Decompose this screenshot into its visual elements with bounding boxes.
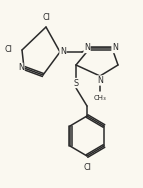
Text: N: N bbox=[84, 43, 90, 52]
Text: CH₃: CH₃ bbox=[94, 95, 106, 101]
Text: S: S bbox=[74, 79, 79, 87]
Text: N: N bbox=[112, 43, 118, 52]
Text: Cl: Cl bbox=[83, 162, 91, 171]
Text: N: N bbox=[97, 76, 103, 85]
Text: N: N bbox=[60, 48, 66, 57]
Text: Cl: Cl bbox=[4, 45, 12, 55]
Text: N: N bbox=[18, 64, 24, 73]
Text: Cl: Cl bbox=[42, 12, 50, 21]
